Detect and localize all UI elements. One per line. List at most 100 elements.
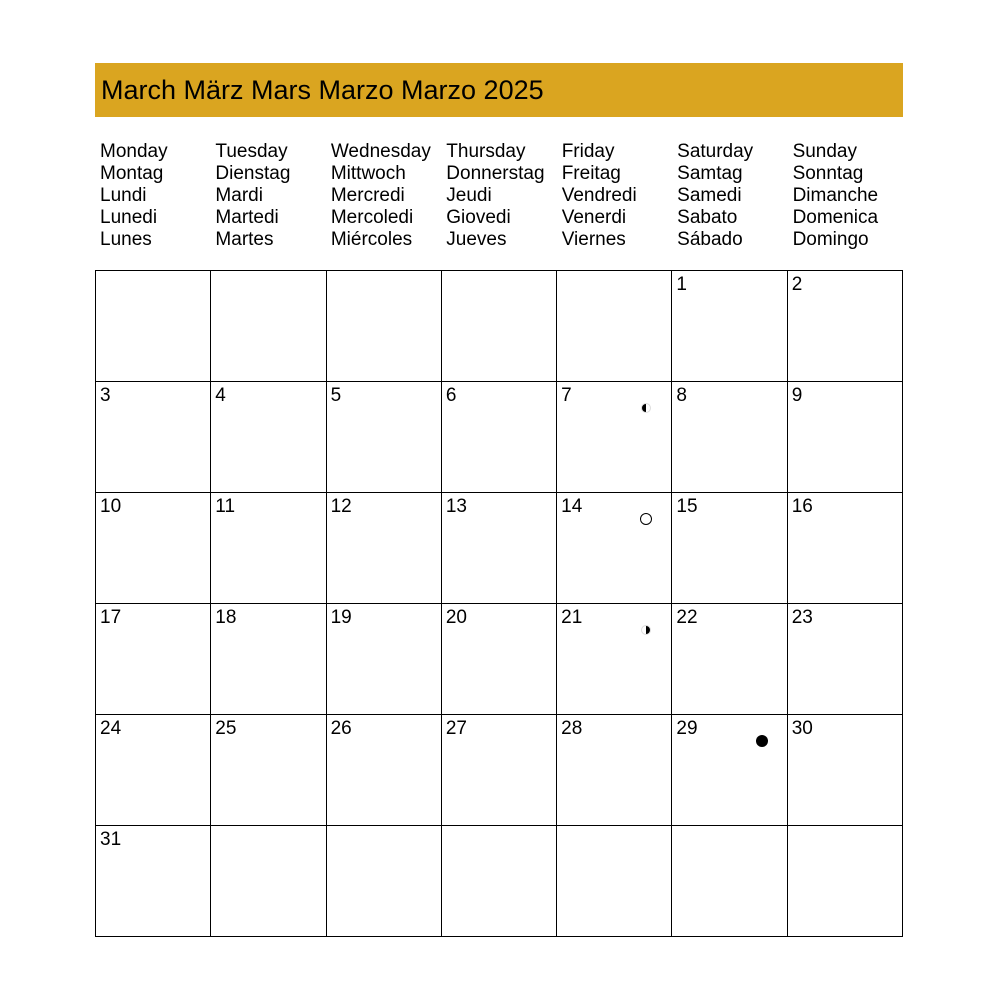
weekday-name: Jueves	[446, 229, 507, 250]
day-cell[interactable]: 14	[557, 493, 673, 604]
weekday-name: Sábado	[677, 229, 743, 250]
weekday-name: Sonntag	[792, 163, 864, 184]
weekday-name: Mercredi	[330, 185, 405, 206]
day-cell[interactable]: 12	[326, 493, 442, 604]
day-number: 21	[561, 607, 583, 628]
day-cell[interactable]: 11	[211, 493, 327, 604]
day-cell	[211, 826, 327, 937]
day-cell[interactable]: 23	[787, 604, 903, 715]
weekday-name: Martedi	[215, 207, 279, 228]
day-cell[interactable]: 29	[672, 715, 788, 826]
day-cell[interactable]: 21	[557, 604, 673, 715]
day-number: 2	[791, 274, 803, 295]
day-cell[interactable]: 17	[96, 604, 212, 715]
day-number: 4	[215, 385, 226, 406]
day-cell[interactable]: 10	[96, 493, 212, 604]
day-cell[interactable]: 24	[96, 715, 212, 826]
day-cell	[326, 271, 442, 382]
day-number: 10	[100, 496, 122, 517]
day-number: 23	[791, 607, 813, 628]
day-number: 18	[215, 607, 237, 628]
day-cell	[441, 826, 558, 937]
day-cell	[326, 826, 442, 937]
day-cell[interactable]: 22	[672, 604, 788, 715]
day-cell[interactable]: 31	[96, 826, 212, 937]
weekday-name: Saturday	[677, 141, 754, 162]
day-cell[interactable]: 16	[787, 493, 903, 604]
day-number: 19	[330, 607, 352, 628]
day-cell[interactable]: 26	[326, 715, 442, 826]
last-quarter-icon	[641, 625, 652, 635]
weekday-name: Sabato	[677, 207, 738, 228]
day-cell[interactable]: 4	[211, 382, 327, 493]
month-header: March März Mars Marzo Marzo 2025	[95, 63, 903, 117]
weekday-name: Mardi	[215, 185, 263, 206]
day-number: 6	[445, 385, 457, 406]
day-number: 13	[445, 496, 467, 517]
day-number: 11	[215, 496, 236, 517]
day-cell[interactable]: 6	[441, 382, 558, 493]
month-title: March März Mars Marzo Marzo 2025	[101, 75, 544, 105]
first-quarter-icon	[641, 403, 652, 413]
weekday-name: Sunday	[792, 141, 858, 162]
weekday-name: Montag	[100, 163, 164, 184]
day-cell[interactable]: 3	[96, 382, 212, 493]
day-cell[interactable]: 15	[672, 493, 788, 604]
day-cell[interactable]: 30	[787, 715, 903, 826]
weekday-name: Donnerstag	[446, 163, 545, 184]
day-cell	[672, 826, 788, 937]
day-cell[interactable]: 7	[557, 382, 673, 493]
weekday-name: Freitag	[561, 163, 621, 184]
day-number: 5	[330, 385, 342, 406]
day-cell	[211, 271, 327, 382]
day-cell	[557, 826, 673, 937]
day-cell[interactable]: 25	[211, 715, 327, 826]
weekday-header: Saturday Samtag Samedi Sabato Sábado	[672, 141, 787, 251]
new-moon-icon	[755, 735, 768, 747]
day-number: 15	[676, 496, 698, 517]
weekday-header: Sunday Sonntag Dimanche Domenica Domingo	[788, 141, 903, 251]
day-cell	[557, 271, 673, 382]
weekday-header: Thursday Donnerstag Jeudi Giovedi Jueves	[441, 141, 556, 251]
weekday-name: Friday	[561, 141, 615, 162]
day-number: 29	[676, 718, 698, 739]
weekday-name: Viernes	[561, 229, 626, 250]
day-number: 3	[100, 385, 111, 406]
calendar-grid: 1 2 3 4 5 6 7 8 9 10 11 12 13 14 15 16 17 18 19 20 21 22 23 24 2…	[95, 270, 903, 937]
day-number: 9	[791, 385, 803, 406]
day-cell[interactable]: 2	[787, 271, 903, 382]
day-number: 1	[676, 274, 687, 295]
weekday-name: Mittwoch	[330, 163, 406, 184]
day-cell[interactable]: 1	[672, 271, 788, 382]
day-cell[interactable]: 13	[441, 493, 558, 604]
day-number: 20	[445, 607, 467, 628]
day-cell[interactable]: 19	[326, 604, 442, 715]
weekday-name: Dimanche	[792, 185, 879, 206]
day-cell[interactable]: 28	[557, 715, 673, 826]
day-cell[interactable]: 18	[211, 604, 327, 715]
day-cell[interactable]: 8	[672, 382, 788, 493]
day-cell[interactable]: 27	[441, 715, 558, 826]
weekday-name: Miércoles	[330, 229, 413, 250]
weekday-name: Lunedi	[100, 207, 158, 228]
weekday-name: Wednesday	[330, 141, 431, 162]
weekday-name: Martes	[215, 229, 274, 250]
weekday-name: Venerdi	[561, 207, 627, 228]
day-cell[interactable]: 20	[441, 604, 558, 715]
weekday-name: Dienstag	[215, 163, 291, 184]
weekday-name: Jeudi	[446, 185, 492, 206]
weekday-name: Domenica	[792, 207, 879, 228]
day-number: 28	[561, 718, 583, 739]
weekday-name: Domingo	[792, 229, 869, 250]
weekday-name: Lunes	[100, 229, 152, 250]
day-cell	[787, 826, 903, 937]
day-number: 16	[791, 496, 813, 517]
day-cell	[441, 271, 558, 382]
weekday-names: Monday Montag Lundi Lunedi Lunes Tuesday Diens…	[95, 141, 903, 251]
day-number: 31	[100, 829, 122, 850]
day-number: 8	[676, 385, 687, 406]
weekday-header: Monday Montag Lundi Lunedi Lunes	[95, 141, 210, 251]
day-cell[interactable]: 5	[326, 382, 442, 493]
day-cell[interactable]: 9	[787, 382, 903, 493]
day-number: 22	[676, 607, 698, 628]
